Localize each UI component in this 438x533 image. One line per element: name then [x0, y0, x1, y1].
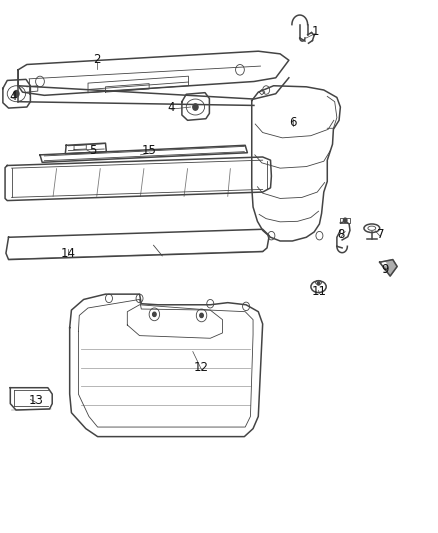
- Text: 14: 14: [61, 247, 76, 260]
- Text: 12: 12: [194, 361, 209, 374]
- Text: 2: 2: [93, 53, 100, 66]
- Text: 15: 15: [142, 144, 156, 157]
- Text: 9: 9: [381, 263, 389, 276]
- Circle shape: [152, 312, 156, 317]
- Text: 1: 1: [311, 25, 319, 38]
- Circle shape: [200, 313, 203, 318]
- Text: 8: 8: [338, 228, 345, 241]
- Text: 11: 11: [312, 285, 327, 298]
- Text: 7: 7: [377, 228, 384, 241]
- Polygon shape: [380, 260, 397, 276]
- Circle shape: [343, 218, 347, 222]
- Circle shape: [193, 104, 198, 110]
- Text: 4: 4: [9, 90, 17, 103]
- Circle shape: [14, 91, 19, 97]
- Text: 5: 5: [89, 144, 96, 157]
- Ellipse shape: [381, 262, 387, 266]
- Circle shape: [317, 282, 320, 285]
- Text: 13: 13: [29, 394, 44, 407]
- Text: 6: 6: [290, 117, 297, 130]
- Text: 4: 4: [167, 101, 175, 114]
